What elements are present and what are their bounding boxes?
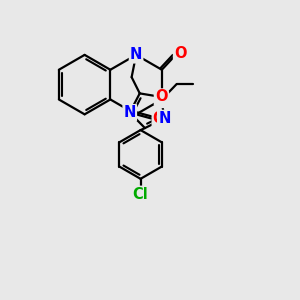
Text: N: N bbox=[158, 111, 170, 126]
Text: N: N bbox=[124, 105, 136, 120]
Text: N: N bbox=[130, 47, 142, 62]
Text: O: O bbox=[155, 89, 167, 104]
Text: O: O bbox=[153, 111, 165, 126]
Text: N: N bbox=[156, 92, 168, 107]
Text: Cl: Cl bbox=[133, 187, 148, 202]
Text: O: O bbox=[174, 46, 187, 61]
